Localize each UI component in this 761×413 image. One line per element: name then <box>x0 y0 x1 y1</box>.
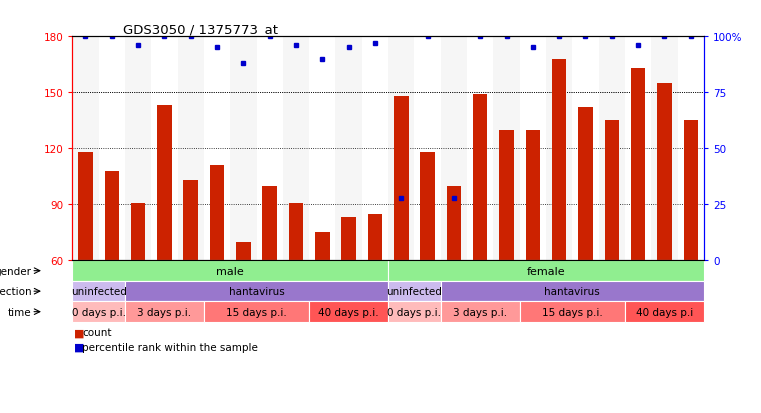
Bar <box>520 301 625 322</box>
Bar <box>473 95 488 261</box>
Bar <box>441 37 467 261</box>
Bar <box>204 37 231 261</box>
Bar <box>125 281 388 301</box>
Bar <box>131 203 145 261</box>
Bar <box>388 261 704 281</box>
Bar <box>72 261 388 281</box>
Text: uninfected: uninfected <box>71 287 126 297</box>
Bar <box>125 301 204 322</box>
Bar <box>499 131 514 261</box>
Bar <box>158 106 172 261</box>
Bar <box>210 166 224 261</box>
Bar <box>283 37 309 261</box>
Bar <box>388 37 415 261</box>
Text: 40 days p.i.: 40 days p.i. <box>318 307 379 317</box>
Bar <box>546 37 572 261</box>
Bar <box>236 242 250 261</box>
Bar <box>493 37 520 261</box>
Bar <box>256 37 283 261</box>
Bar <box>677 37 704 261</box>
Bar <box>604 121 619 261</box>
Bar <box>183 180 198 261</box>
Text: time: time <box>8 307 31 317</box>
Text: ■: ■ <box>74 342 84 352</box>
Bar <box>72 281 125 301</box>
Bar <box>288 203 303 261</box>
Bar <box>204 301 309 322</box>
Bar <box>683 121 698 261</box>
Bar <box>394 97 409 261</box>
Bar <box>441 281 704 301</box>
Text: 3 days p.i.: 3 days p.i. <box>453 307 508 317</box>
Bar <box>315 233 330 261</box>
Text: female: female <box>527 266 565 276</box>
Bar <box>625 37 651 261</box>
Bar <box>658 84 672 261</box>
Bar <box>263 186 277 261</box>
Text: hantavirus: hantavirus <box>228 287 285 297</box>
Text: GDS3050 / 1375773_at: GDS3050 / 1375773_at <box>123 23 278 36</box>
Bar <box>151 37 177 261</box>
Bar <box>415 37 441 261</box>
Text: 15 days p.i.: 15 days p.i. <box>226 307 287 317</box>
Bar <box>467 37 493 261</box>
Bar <box>309 37 336 261</box>
Bar <box>520 37 546 261</box>
Text: count: count <box>82 328 112 337</box>
Bar <box>572 37 599 261</box>
Bar <box>342 218 356 261</box>
Bar <box>651 37 677 261</box>
Bar <box>231 37 256 261</box>
Bar <box>388 281 441 301</box>
Text: uninfected: uninfected <box>387 287 442 297</box>
Bar <box>104 171 119 261</box>
Text: 0 days p.i.: 0 days p.i. <box>72 307 126 317</box>
Text: 3 days p.i.: 3 days p.i. <box>137 307 192 317</box>
Bar <box>447 186 461 261</box>
Text: 0 days p.i.: 0 days p.i. <box>387 307 441 317</box>
Text: 40 days p.i: 40 days p.i <box>636 307 693 317</box>
Text: ■: ■ <box>74 328 84 337</box>
Bar <box>420 153 435 261</box>
Bar <box>309 301 388 322</box>
Bar <box>99 37 125 261</box>
Text: male: male <box>216 266 244 276</box>
Bar <box>526 131 540 261</box>
Bar <box>177 37 204 261</box>
Bar <box>631 69 645 261</box>
Bar <box>72 37 99 261</box>
Bar <box>72 301 125 322</box>
Bar <box>368 214 382 261</box>
Bar <box>599 37 625 261</box>
Bar <box>578 108 593 261</box>
Text: 15 days p.i.: 15 days p.i. <box>542 307 603 317</box>
Bar <box>125 37 151 261</box>
Bar <box>552 59 566 261</box>
Bar <box>361 37 388 261</box>
Text: percentile rank within the sample: percentile rank within the sample <box>82 342 258 352</box>
Text: gender: gender <box>0 266 31 276</box>
Text: hantavirus: hantavirus <box>544 287 600 297</box>
Text: infection: infection <box>0 287 31 297</box>
Bar <box>625 301 704 322</box>
Bar <box>336 37 361 261</box>
Bar <box>441 301 520 322</box>
Bar <box>388 301 441 322</box>
Bar <box>78 153 93 261</box>
